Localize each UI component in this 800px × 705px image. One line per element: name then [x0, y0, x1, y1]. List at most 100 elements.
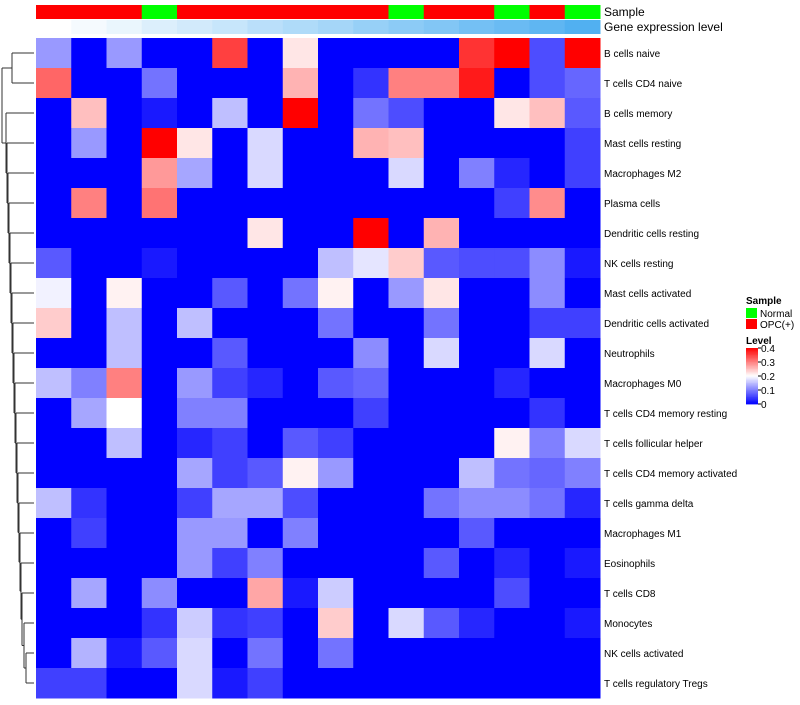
colorbar-segment	[746, 383, 758, 385]
expression-cell-10	[353, 20, 389, 34]
row-label: T cells gamma delta	[604, 499, 694, 510]
heatmap-cell-r13-c11	[388, 398, 425, 429]
heatmap-cell-r19-c16	[564, 578, 601, 609]
heatmap-cell-r2-c15	[529, 68, 566, 99]
heatmap-cell-r14-c14	[494, 428, 530, 459]
colorbar-segment	[746, 374, 758, 377]
heatmap-cell-r9-c8	[282, 278, 319, 309]
heatmap-cell-r14-c16	[564, 428, 601, 459]
heatmap-cell-r11-c9	[318, 338, 354, 369]
heatmap-cell-r9-c2	[71, 278, 107, 309]
heatmap-cell-r1-c10	[353, 38, 389, 69]
heatmap-cell-r16-c15	[529, 488, 566, 519]
colorbar-segment	[746, 392, 758, 395]
heatmap-cell-r1-c15	[529, 38, 566, 69]
sample-cell-4	[141, 5, 178, 19]
heatmap-cell-r20-c4	[141, 608, 178, 639]
heatmap-cell-r15-c5	[177, 458, 213, 489]
heatmap-cell-r11-c6	[212, 338, 248, 369]
row-label: B cells memory	[604, 109, 672, 120]
heatmap-cell-r7-c1	[36, 218, 72, 249]
colorbar-segment	[746, 362, 758, 364]
sample-cell-6	[212, 5, 248, 19]
heatmap-cell-r19-c11	[388, 578, 425, 609]
heatmap-cell-r3-c4	[141, 98, 178, 129]
expression-annotation-title: Gene expression level	[604, 20, 723, 34]
heatmap-cell-r20-c9	[318, 608, 354, 639]
heatmap-cell-r1-c5	[177, 38, 213, 69]
heatmap-cell-r2-c1	[36, 68, 72, 99]
expression-cell-1	[36, 20, 72, 34]
heatmap-cell-r8-c1	[36, 248, 72, 279]
heatmap-cell-r12-c3	[106, 368, 143, 399]
heatmap-cell-r22-c7	[247, 668, 284, 699]
heatmap-cell-r11-c10	[353, 338, 389, 369]
heatmap-cell-r17-c15	[529, 518, 566, 549]
heatmap-cell-r18-c12	[423, 548, 460, 579]
heatmap-cell-r4-c11	[388, 128, 425, 159]
heatmap-cell-r17-c8	[282, 518, 319, 549]
heatmap-cell-r16-c9	[318, 488, 354, 519]
row-label: NK cells resting	[604, 259, 673, 270]
heatmap-cell-r21-c16	[564, 638, 601, 669]
heatmap-cell-r7-c3	[106, 218, 143, 249]
heatmap-cell-r9-c10	[353, 278, 389, 309]
colorbar-tick-label: 0	[761, 400, 767, 411]
heatmap-cell-r17-c11	[388, 518, 425, 549]
heatmap-cell-r5-c14	[494, 158, 530, 189]
heatmap-cell-r6-c16	[564, 188, 601, 219]
colorbar-segment	[746, 373, 758, 375]
heatmap-cell-r13-c12	[423, 398, 460, 429]
row-label: Mast cells activated	[604, 289, 691, 300]
heatmap-cell-r5-c11	[388, 158, 425, 189]
row-label: Neutrophils	[604, 349, 655, 360]
heatmap-cell-r17-c6	[212, 518, 248, 549]
heatmap-cell-r22-c12	[423, 668, 460, 699]
colorbar-segment	[746, 367, 758, 370]
heatmap-cell-r21-c10	[353, 638, 389, 669]
heatmap-cell-r13-c4	[141, 398, 178, 429]
heatmap-cell-r18-c3	[106, 548, 143, 579]
heatmap-cell-r16-c11	[388, 488, 425, 519]
heatmap-cell-r1-c8	[282, 38, 319, 69]
heatmap-cell-r3-c14	[494, 98, 530, 129]
heatmap-cell-r8-c5	[177, 248, 213, 279]
heatmap-cell-r2-c2	[71, 68, 107, 99]
heatmap-cell-r17-c3	[106, 518, 143, 549]
colorbar-segment	[746, 395, 758, 398]
heatmap-cell-r16-c6	[212, 488, 248, 519]
heatmap-cell-r1-c12	[423, 38, 460, 69]
heatmap-cell-r6-c6	[212, 188, 248, 219]
heatmap-cell-r4-c4	[141, 128, 178, 159]
heatmap-cell-r16-c14	[494, 488, 530, 519]
row-label: T cells CD4 memory resting	[604, 409, 727, 420]
heatmap-cell-r6-c8	[282, 188, 319, 219]
row-label: Macrophages M1	[604, 529, 682, 540]
heatmap-cell-r22-c10	[353, 668, 389, 699]
heatmap-cell-r17-c13	[459, 518, 495, 549]
heatmap-cell-r16-c1	[36, 488, 72, 519]
heatmap-cell-r14-c7	[247, 428, 284, 459]
heatmap-cell-r17-c1	[36, 518, 72, 549]
heatmap-cell-r12-c7	[247, 368, 284, 399]
heatmap-cell-r13-c14	[494, 398, 530, 429]
colorbar-tick-label: 0.1	[761, 386, 775, 397]
heatmap-cell-r1-c6	[212, 38, 248, 69]
row-label: NK cells activated	[604, 649, 683, 660]
row-label: Monocytes	[604, 619, 652, 630]
sample-cell-7	[247, 5, 284, 19]
heatmap-cell-r6-c11	[388, 188, 425, 219]
heatmap-cell-r11-c5	[177, 338, 213, 369]
heatmap-cell-r14-c6	[212, 428, 248, 459]
heatmap-cell-r12-c4	[141, 368, 178, 399]
expression-cell-7	[247, 20, 284, 34]
heatmap-cell-r11-c16	[564, 338, 601, 369]
heatmap-cell-r6-c12	[423, 188, 460, 219]
expression-cell-2	[71, 20, 107, 34]
heatmap-cell-r6-c13	[459, 188, 495, 219]
heatmap-cell-r20-c10	[353, 608, 389, 639]
heatmap-cell-r12-c1	[36, 368, 72, 399]
heatmap-cell-r3-c16	[564, 98, 601, 129]
